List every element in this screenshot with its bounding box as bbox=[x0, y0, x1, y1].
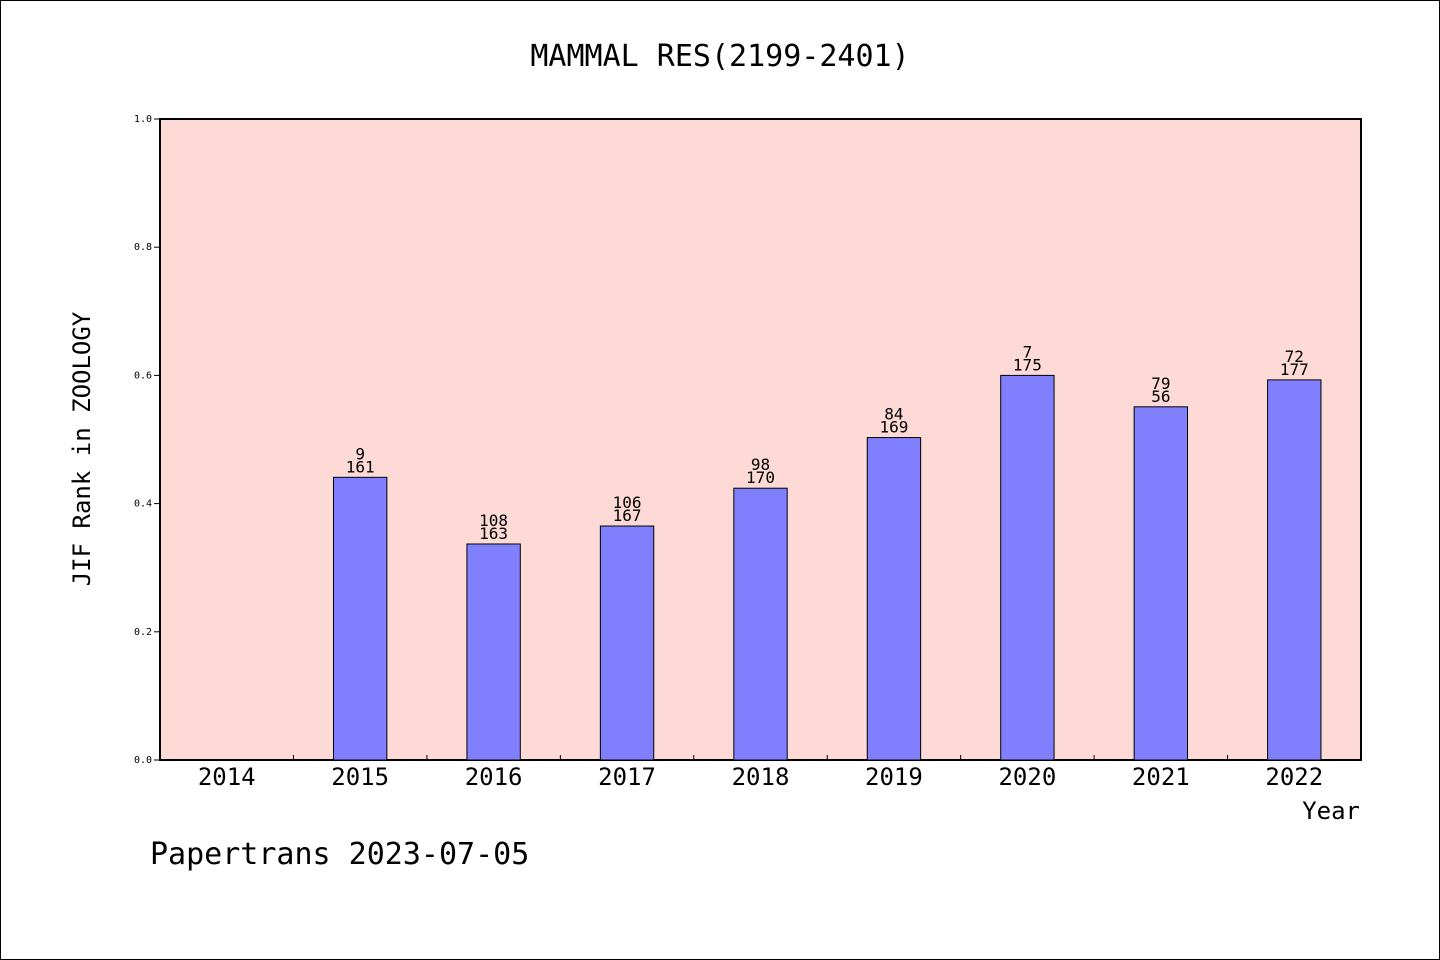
total-label: 56 bbox=[1151, 387, 1170, 406]
y-axis-ticks: 0.0 0.2 0.4 0.6 0.8 1.0 bbox=[134, 114, 160, 766]
x-tick-label: 2015 bbox=[331, 763, 389, 791]
y-tick-label: 1.0 bbox=[134, 114, 152, 125]
total-label: 161 bbox=[346, 457, 375, 476]
total-label: 169 bbox=[879, 418, 908, 437]
y-tick-label: 0.2 bbox=[134, 627, 152, 638]
bars bbox=[332, 374, 1322, 761]
total-label: 170 bbox=[746, 468, 775, 487]
rank-label: 72 bbox=[1285, 347, 1304, 366]
bar-2020 bbox=[1000, 374, 1055, 761]
rank-label: 108 bbox=[479, 511, 508, 530]
y-tick-label: 0.4 bbox=[134, 499, 152, 510]
bar-2017 bbox=[599, 525, 655, 761]
total-label: 177 bbox=[1280, 360, 1309, 379]
x-tick-label: 2019 bbox=[865, 763, 923, 791]
bar-2022 bbox=[1267, 379, 1322, 761]
bar-2021 bbox=[1133, 406, 1189, 761]
total-label: 163 bbox=[479, 524, 508, 543]
total-label: 167 bbox=[613, 506, 642, 525]
bar-2019 bbox=[866, 437, 922, 761]
x-tick-label: 2018 bbox=[732, 763, 790, 791]
x-tick-label: 2020 bbox=[998, 763, 1056, 791]
x-axis-ticks: 2014 2015 2016 2017 2018 2019 2020 2021 2022 bbox=[198, 755, 1323, 791]
rank-label: 106 bbox=[613, 493, 642, 512]
x-tick-label: 2014 bbox=[198, 763, 256, 791]
x-tick-label: 2021 bbox=[1132, 763, 1190, 791]
total-label: 175 bbox=[1013, 355, 1042, 374]
bar-2018 bbox=[733, 487, 788, 761]
x-tick-label: 2022 bbox=[1265, 763, 1323, 791]
rank-label: 7 bbox=[1023, 342, 1033, 361]
footer-credit: Papertrans 2023-07-05 bbox=[150, 837, 529, 872]
x-axis-label: Year bbox=[1302, 797, 1360, 825]
y-axis-label: JIF Rank in ZOOLOGY bbox=[68, 311, 96, 586]
rank-label: 98 bbox=[751, 455, 770, 474]
y-tick-label: 0.6 bbox=[134, 370, 152, 381]
x-tick-label: 2017 bbox=[598, 763, 656, 791]
bar-2015 bbox=[332, 476, 388, 761]
rank-label: 84 bbox=[884, 405, 903, 424]
x-tick-label: 2016 bbox=[465, 763, 523, 791]
y-tick-label: 0.0 bbox=[134, 755, 152, 766]
y-tick-label: 0.8 bbox=[134, 242, 152, 253]
rank-label: 9 bbox=[355, 444, 365, 463]
bar-2016 bbox=[466, 543, 521, 761]
rank-label: 79 bbox=[1151, 374, 1170, 393]
chart-title: MAMMAL RES(2199-2401) bbox=[530, 39, 909, 74]
